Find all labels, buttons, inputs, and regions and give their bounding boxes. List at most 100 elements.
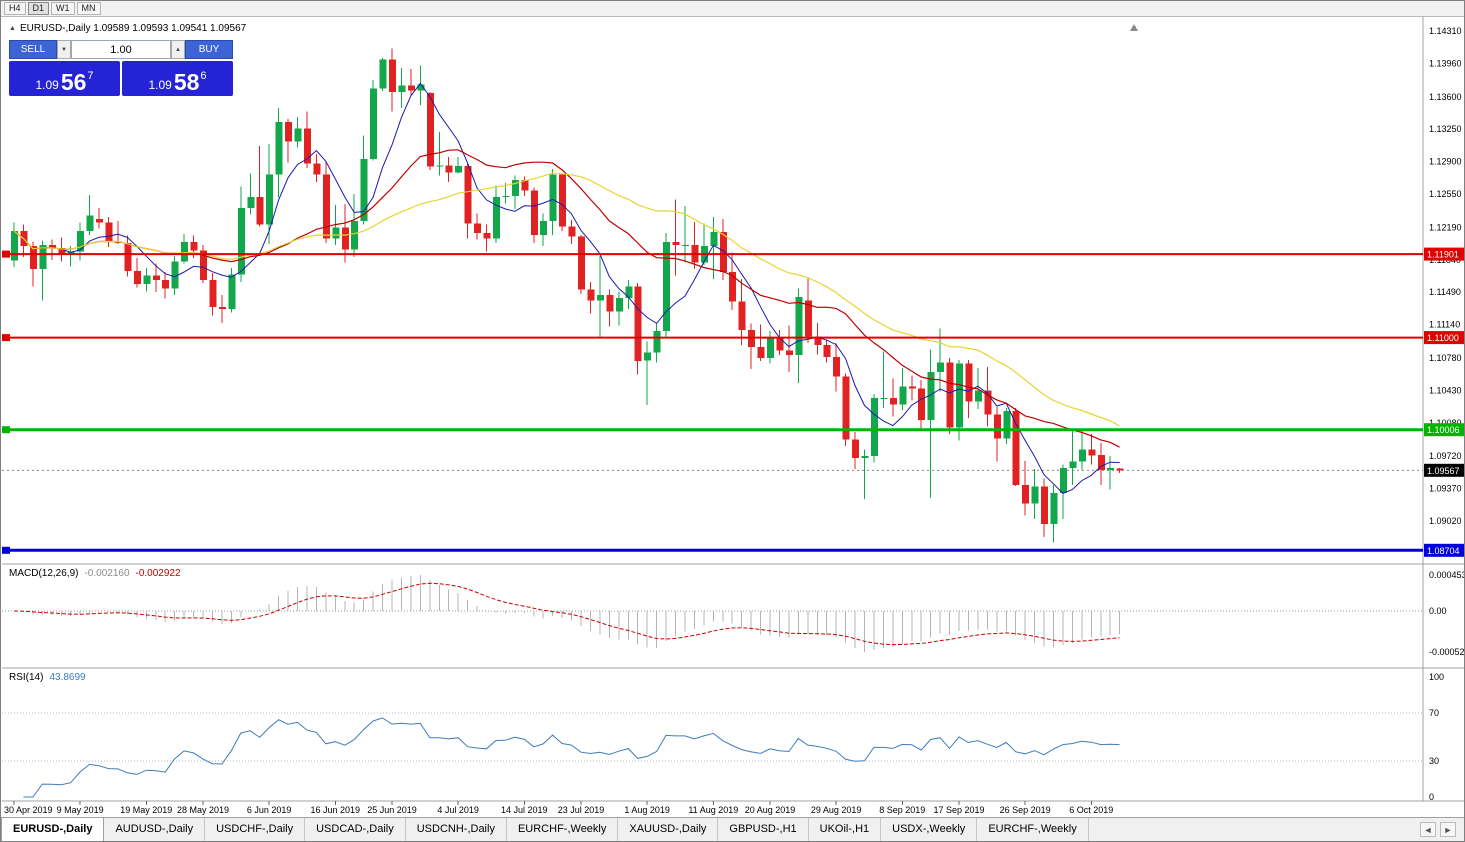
rsi-panel: 100 70 30 0 (2, 672, 1444, 802)
svg-text:30 Apr 2019: 30 Apr 2019 (4, 805, 53, 815)
candlestick (719, 232, 727, 272)
tab-xauusd-daily[interactable]: XAUUSD-,Daily (618, 818, 719, 841)
candlestick (578, 236, 585, 290)
timeframe-w1-button[interactable]: W1 (51, 2, 75, 15)
date-axis: 30 Apr 2019 9 May 2019 19 May 2019 28 May 2… (4, 801, 1113, 815)
candlestick (313, 163, 321, 175)
price-chart[interactable]: 1.14310 1.13960 1.13600 1.13250 1.12900 1.125… (2, 17, 1465, 817)
candlestick (171, 261, 179, 289)
candlestick (303, 128, 311, 164)
candlestick (133, 270, 141, 284)
tab-usdchf-daily[interactable]: USDCHF-,Daily (205, 818, 306, 841)
svg-text:1.09720: 1.09720 (1429, 451, 1462, 461)
candlestick (568, 226, 576, 237)
candlestick (389, 59, 396, 93)
sell-price-display[interactable]: 1.09 56 7 (9, 61, 120, 96)
tab-eurusd-daily[interactable]: EURUSD-,Daily (1, 818, 105, 841)
hlines-layer[interactable] (2, 250, 1423, 554)
candlestick (370, 88, 378, 159)
candlestick (530, 190, 538, 235)
candlestick (143, 275, 151, 284)
rsi-line (23, 717, 1120, 798)
buy-button[interactable]: BUY (185, 40, 233, 59)
svg-text:70: 70 (1429, 708, 1439, 718)
chart-end-marker-icon (1130, 24, 1138, 31)
candlestick (918, 388, 926, 421)
candlestick (814, 336, 822, 345)
candlestick (927, 371, 935, 421)
candlestick (474, 223, 482, 233)
tab-usdcnh-daily[interactable]: USDCNH-,Daily (405, 818, 507, 841)
tab-scroll-left-icon[interactable]: ◄ (1420, 822, 1436, 837)
candlestick (1031, 486, 1039, 504)
candlestick (124, 243, 132, 271)
buy-price-display[interactable]: 1.09 58 6 (122, 61, 233, 96)
svg-text:29 Aug 2019: 29 Aug 2019 (811, 805, 862, 815)
price-axis: 1.14310 1.13960 1.13600 1.13250 1.12900 1.125… (2, 26, 1462, 526)
candlestick (833, 357, 841, 377)
volume-input[interactable] (71, 40, 171, 59)
volume-decrease-icon[interactable]: ▼ (57, 40, 71, 59)
sell-button[interactable]: SELL (9, 40, 57, 59)
svg-text:16 Jun 2019: 16 Jun 2019 (311, 805, 361, 815)
candlestick (1050, 493, 1058, 524)
svg-text:11 Aug 2019: 11 Aug 2019 (688, 805, 738, 815)
candlestick (644, 352, 652, 361)
candlestick (218, 307, 226, 309)
timeframe-h4-button[interactable]: H4 (4, 2, 26, 15)
candlestick (322, 174, 330, 239)
candlestick (247, 196, 255, 208)
one-click-collapse-icon[interactable]: ▲ (9, 25, 16, 32)
svg-text:1.13960: 1.13960 (1429, 58, 1462, 68)
svg-text:1.14310: 1.14310 (1429, 26, 1462, 36)
svg-text:100: 100 (1429, 672, 1444, 682)
timeframe-d1-button[interactable]: D1 (27, 2, 50, 15)
candlestick (48, 245, 56, 248)
tab-usdcad-daily[interactable]: USDCAD-,Daily (305, 818, 406, 841)
timeframe-mn-button[interactable]: MN (76, 2, 101, 15)
candlestick (1059, 468, 1067, 494)
tab-eurchf-weekly-1[interactable]: EURCHF-,Weekly (506, 818, 619, 841)
macd-panel: 0.0004536 0.00 -0.0005205 (2, 570, 1465, 657)
macd-name: MACD(12,26,9) (9, 568, 79, 579)
candlestick (417, 84, 425, 91)
tab-gbpusd-h1[interactable]: GBPUSD-,H1 (718, 818, 809, 841)
candlestick (521, 180, 529, 191)
candlestick (625, 286, 633, 298)
tab-scroll-right-icon[interactable]: ► (1440, 822, 1456, 837)
tab-eurchf-weekly-2[interactable]: EURCHF-,Weekly (977, 818, 1089, 841)
chart-region: 1.14310 1.13960 1.13600 1.13250 1.12900 1.125… (2, 17, 1465, 817)
candlestick (360, 158, 368, 221)
svg-text:0.0004536: 0.0004536 (1429, 570, 1465, 580)
candlestick (332, 227, 340, 239)
tab-usdx-weekly[interactable]: USDX-,Weekly (881, 818, 978, 841)
svg-text:1.09567: 1.09567 (1427, 466, 1460, 476)
macd-signal-line (13, 582, 1120, 646)
svg-text:28 May 2019: 28 May 2019 (177, 805, 229, 815)
candlestick (842, 376, 850, 440)
svg-text:1.08704: 1.08704 (1427, 546, 1460, 556)
candlestick (96, 219, 104, 223)
candlestick (757, 346, 765, 358)
candlestick (483, 232, 491, 239)
candlestick (946, 362, 954, 428)
candlestick (899, 386, 907, 405)
rsi-value: 43.8699 (49, 672, 86, 683)
candlestick (190, 242, 198, 251)
candlestick (549, 174, 557, 221)
candlestick (956, 363, 963, 428)
svg-text:1.11000: 1.11000 (1427, 333, 1459, 343)
candlestick (162, 280, 170, 289)
candlestick (823, 345, 831, 357)
volume-increase-icon[interactable]: ▲ (171, 40, 185, 59)
svg-text:1.10780: 1.10780 (1429, 353, 1462, 363)
candlestick (634, 286, 642, 361)
macd-value: -0.002160 (84, 568, 130, 579)
macd-indicator-label: MACD(12,26,9) -0.002160 -0.002922 (9, 568, 181, 579)
candlestick (1116, 468, 1124, 471)
tab-ukoil-h1[interactable]: UKOil-,H1 (808, 818, 882, 841)
svg-text:1.10006: 1.10006 (1427, 425, 1460, 435)
candlestick (889, 397, 897, 405)
candlestick (785, 350, 793, 356)
tab-audusd-daily[interactable]: AUDUSD-,Daily (104, 818, 206, 841)
